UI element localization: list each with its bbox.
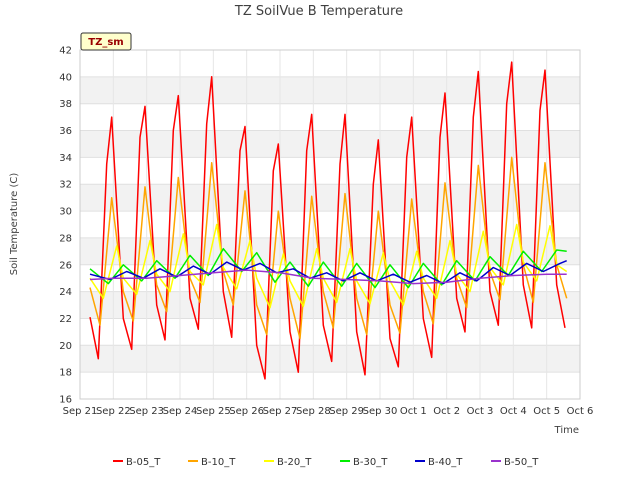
y-tick-label: 26 <box>59 260 72 271</box>
y-tick-label: 38 <box>59 99 72 110</box>
legend-item: B-40_T <box>415 457 463 468</box>
plot-frame <box>79 49 581 400</box>
y-tick-label: 28 <box>59 233 72 244</box>
y-axis-ticks: 16 18 20 22 24 26 28 30 32 34 36 38 40 42 <box>59 46 72 406</box>
x-tick-label: Sep 28 <box>296 406 331 417</box>
chart-title: TZ SoilVue B Temperature <box>234 4 403 19</box>
y-tick-label: 20 <box>59 341 72 352</box>
x-tick-label: Oct 6 <box>567 406 594 417</box>
x-tick-label: Sep 21 <box>63 406 98 417</box>
legend-label: B-50_T <box>504 457 539 468</box>
legend-label: B-30_T <box>353 457 388 468</box>
x-tick-label: Oct 5 <box>533 406 560 417</box>
y-tick-label: 24 <box>59 287 72 298</box>
x-tick-label: Sep 30 <box>363 406 398 417</box>
legend-item: B-05_T <box>113 457 161 468</box>
x-axis-label: Time <box>554 425 579 436</box>
grid-band <box>80 345 580 373</box>
grid-band <box>80 372 580 399</box>
plot-area <box>79 49 581 400</box>
grid-band <box>80 103 580 131</box>
grid-band <box>80 157 580 185</box>
grid-bands <box>80 50 580 399</box>
x-tick-label: Sep 23 <box>129 406 164 417</box>
grid-band <box>80 318 580 346</box>
y-tick-label: 18 <box>59 368 72 379</box>
y-tick-label: 32 <box>59 180 72 191</box>
station-tag-label: TZ_sm <box>88 37 123 48</box>
y-tick-label: 40 <box>59 72 72 83</box>
x-tick-label: Sep 26 <box>229 406 264 417</box>
legend-item: B-20_T <box>264 457 312 468</box>
series-line-b-20-t <box>89 223 568 309</box>
y-tick-label: 36 <box>59 126 72 137</box>
legend-item: B-30_T <box>340 457 388 468</box>
x-tick-label: Oct 2 <box>433 406 460 417</box>
station-tag: TZ_sm <box>80 32 132 51</box>
x-tick-label: Oct 3 <box>467 406 494 417</box>
x-tick-label: Sep 27 <box>263 406 298 417</box>
grid-band <box>80 50 580 77</box>
grid-band <box>80 76 580 104</box>
y-tick-label: 16 <box>59 395 72 406</box>
grid-band <box>80 184 580 212</box>
legend-item: B-10_T <box>188 457 236 468</box>
legend-label: B-40_T <box>428 457 463 468</box>
grid-band <box>80 237 580 265</box>
x-tick-label: Oct 4 <box>500 406 527 417</box>
legend-label: B-10_T <box>201 457 236 468</box>
y-tick-label: 22 <box>59 314 72 325</box>
y-tick-label: 42 <box>59 46 72 57</box>
x-tick-label: Sep 22 <box>96 406 131 417</box>
series-line-b-50-t <box>89 269 567 285</box>
y-axis-label: Soil Temperature (C) <box>9 173 20 276</box>
x-tick-label: Sep 25 <box>196 406 231 417</box>
y-tick-label: 30 <box>59 207 72 218</box>
legend-label: B-05_T <box>126 457 161 468</box>
series-lines <box>89 61 568 380</box>
legend-item: B-50_T <box>491 457 539 468</box>
x-tick-label: Sep 29 <box>329 406 364 417</box>
x-tick-label: Sep 24 <box>163 406 198 417</box>
y-tick-label: 34 <box>59 153 72 164</box>
grid-band <box>80 211 580 238</box>
legend-label: B-20_T <box>277 457 312 468</box>
series-line-b-05-t <box>89 61 566 380</box>
legend: B-05_T B-10_T B-20_T B-30_T B-40_T B-50_T <box>113 457 539 468</box>
grid-band <box>80 130 580 158</box>
x-tick-label: Oct 1 <box>400 406 427 417</box>
